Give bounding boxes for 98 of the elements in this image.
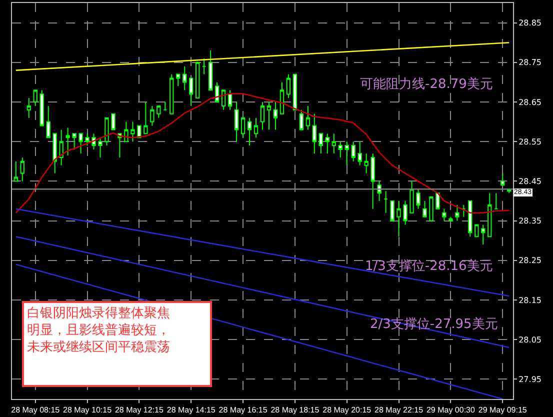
candlestick [228,90,232,110]
candlestick [344,141,349,166]
candlestick [338,141,342,158]
candlestick [247,117,252,146]
candlestick [266,102,272,130]
x-tick-label: 28 May 10:15 [63,406,112,415]
y-tick-label: 28.15 [518,296,542,305]
candlestick [240,117,246,138]
candlestick [40,90,44,126]
candlestick [481,224,486,246]
candlestick [234,102,239,142]
candlestick [150,105,154,126]
candlestick [442,208,446,222]
candlestick [260,102,265,130]
candlestick [318,133,323,154]
candlestick [66,127,70,156]
candlestick [429,196,434,222]
candlestick [370,152,375,210]
candlestick [422,200,427,218]
candlestick [448,216,453,222]
candlestick [325,133,330,154]
candlestick [377,180,382,202]
text-box: 白银阴阳烛录得整体聚焦明显，且影线普遍较短，未来或继续区间平稳震荡 [22,301,212,387]
candlestick [299,109,304,130]
candlestick [85,133,90,146]
candlestick [72,133,76,150]
candlestick [416,188,420,210]
candlestick [104,117,109,146]
candlestick [176,74,180,87]
y-tick-label: 28.35 [518,216,542,226]
candlestick [196,62,200,99]
candlestick [396,200,401,238]
candlestick [33,90,38,106]
candlestick [156,105,161,118]
candlestick [280,82,284,114]
candlestick [26,98,31,118]
annotation: 可能阻力线-28.79美元 [360,76,493,92]
candlestick [455,204,460,222]
candlestick [189,78,194,106]
candlestick [436,192,440,210]
candlestick [182,66,187,91]
candlestick [221,90,226,110]
candlestick [202,58,206,75]
y-tick-label: 28.85 [518,18,542,28]
candlestick [403,200,408,226]
candlestick [500,172,505,186]
candlestick [59,129,64,166]
x-tick-label: 28 May 18:15 [270,406,320,415]
candlestick [111,113,116,130]
y-tick-label: 28.65 [518,98,542,107]
y-tick-label: 28.05 [518,335,542,344]
x-tick-label: 28 May 22:15 [374,406,424,415]
x-tick-label: 29 May 00:30 [426,406,476,415]
candlestick [14,160,18,182]
candlestick [488,192,492,238]
candlestick [384,190,388,214]
candlestick [208,50,213,91]
x-tick-label: 28 May 08:15 [11,406,60,415]
x-tick-label: 28 May 16:15 [218,406,268,415]
candlestick [358,141,362,166]
y-tick-label: 28.75 [518,58,542,68]
candlestick [332,133,336,154]
candlestick [20,156,24,182]
candlestick [46,105,50,138]
candlestick [124,121,128,142]
y-tick-label: 28.25 [518,256,542,266]
candlestick [351,141,356,162]
candlestick [364,152,368,174]
x-tick-label: 28 May 20:15 [322,406,372,415]
x-tick-label: 29 May 09:15 [478,406,528,415]
candlestick [410,180,414,214]
y-tick-label: 28.55 [518,137,542,146]
candlestick [78,133,83,154]
candlestick [130,121,135,142]
candlestick [468,200,472,238]
candlestick [292,74,298,110]
y-tick-label: 27.95 [518,375,542,384]
candlestick [312,113,317,154]
x-tick-label: 28 May 14:15 [166,406,216,415]
candlestick [214,82,220,102]
candlestick [306,105,310,130]
x-tick-label: 28 May 12:15 [114,406,164,415]
candlestick [273,102,278,130]
candlestick [163,102,168,110]
line-series [15,93,510,214]
annotation: 1/3支撑位-28.16美元 [365,258,493,274]
candlestick [462,204,466,218]
candlestick [494,192,498,210]
candlestick [144,102,148,134]
y-tick-label: 28.45 [518,177,542,186]
candlestick [98,137,102,158]
annotation: 白银阴阳烛录得整体聚焦明显，且影线普遍较短，未来或继续区间平稳震荡 [27,306,170,355]
candlestick [390,200,394,222]
candlestick [254,117,258,138]
candlestick [474,224,479,238]
candlestick [52,133,57,174]
candlestick [170,74,174,114]
candlestick [286,74,291,99]
